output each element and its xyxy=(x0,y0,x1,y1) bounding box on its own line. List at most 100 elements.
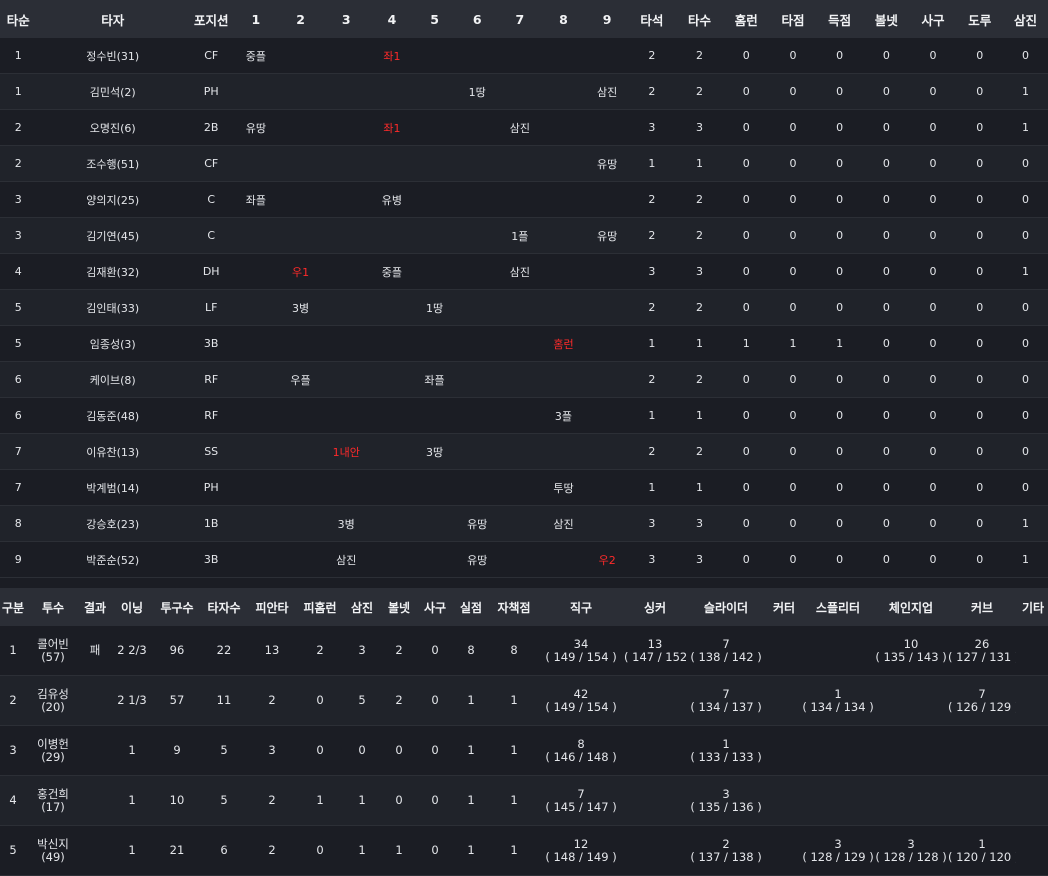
inning-result-cell xyxy=(454,217,500,254)
batter-stat-cell: 0 xyxy=(863,505,910,542)
inning-result-cell xyxy=(322,217,370,254)
batter-column-header: 타수 xyxy=(676,0,723,38)
batter-column-header: 4 xyxy=(369,0,415,38)
pitcher-decision xyxy=(80,825,110,876)
inning-result-cell xyxy=(322,289,370,326)
pitch-type-cell: 3( 135 / 136 ) xyxy=(686,775,766,826)
inning-result-cell xyxy=(322,181,370,218)
pitch-speed-range: ( 128 / 128 ) xyxy=(875,849,947,864)
batter-stat-cell: 0 xyxy=(769,73,817,110)
batter-column-header: 타석 xyxy=(627,0,677,38)
batter-stat-cell: 0 xyxy=(722,73,770,110)
inning-result-cell: 우플 xyxy=(278,361,323,398)
pitcher-stat-cell: 21 xyxy=(154,825,200,876)
pitcher-name: 박신지 xyxy=(37,836,69,851)
pitcher-column-header: 자책점 xyxy=(490,588,538,626)
pitch-speed-range: ( 133 / 133 ) xyxy=(690,749,762,764)
batter-stat-cell: 0 xyxy=(909,109,957,146)
batter-stat-cell: 0 xyxy=(863,469,910,506)
batter-column-header: 2 xyxy=(278,0,323,38)
batter-stat-cell: 0 xyxy=(956,361,1004,398)
pitch-type-cell: 1( 120 / 120 ) xyxy=(948,825,1016,876)
inning-result-cell: 삼진 xyxy=(499,253,541,290)
batter-stat-cell: 3 xyxy=(627,253,677,290)
batter-stat-cell: 3 xyxy=(676,541,723,578)
pitcher-stat-cell: 5 xyxy=(344,675,380,726)
batter-stat-cell: 1 xyxy=(1003,505,1048,542)
inning-result-cell xyxy=(233,469,279,506)
inning-result-cell: 중플 xyxy=(369,253,415,290)
pitcher-column-header: 사구 xyxy=(418,588,452,626)
batter-stat-cell: 0 xyxy=(769,145,817,182)
batting-order: 5 xyxy=(0,325,37,362)
pitcher-column-header: 체인지업 xyxy=(874,588,948,626)
batter-stat-cell: 0 xyxy=(956,217,1004,254)
pitcher-column-header: 기타 xyxy=(1016,588,1048,626)
batter-column-header: 도루 xyxy=(956,0,1004,38)
inning-result-cell xyxy=(414,181,455,218)
inning-result-cell xyxy=(369,325,415,362)
pitcher-stat-cell: 1 xyxy=(452,675,490,726)
batter-row: 9 박준순(52) 3B 삼진 유땅 우2 3 3 0 0 0 0 0 0 1 xyxy=(0,541,1048,578)
batter-stat-cell: 0 xyxy=(816,145,863,182)
inning-result-cell xyxy=(540,73,587,110)
pitcher-name-cell: 홍건희 (17) xyxy=(26,775,80,826)
pitch-count: 12 xyxy=(573,836,589,851)
pitch-speed-range: ( 134 / 134 ) xyxy=(802,699,874,714)
inning-result-cell xyxy=(233,253,279,290)
inning-result-cell: 삼진 xyxy=(322,541,370,578)
inning-result-cell xyxy=(540,253,587,290)
batter-stat-cell: 0 xyxy=(863,289,910,326)
batter-stat-cell: 0 xyxy=(1003,145,1048,182)
batter-stat-cell: 1 xyxy=(676,469,723,506)
batter-stat-cell: 0 xyxy=(909,253,957,290)
inning-result-cell xyxy=(369,145,415,182)
inning-result-cell xyxy=(233,433,279,470)
inning-result-cell: 유땅 xyxy=(454,505,500,542)
pitcher-name-cell: 김유성 (20) xyxy=(26,675,80,726)
batter-stat-cell: 0 xyxy=(909,325,957,362)
pitcher-stat-cell: 13 xyxy=(248,626,296,676)
inning-result-cell xyxy=(499,541,541,578)
pitcher-row: 1 콜어빈 (57) 패 2 2/3 96 22 13 2 3 2 0 8 8 34( 149 / 154 … xyxy=(0,626,1048,676)
pitch-count: 7 xyxy=(722,636,730,651)
batter-stat-cell: 0 xyxy=(1003,181,1048,218)
batter-stat-cell: 0 xyxy=(956,397,1004,434)
pitch-type-cell: 7( 134 / 137 ) xyxy=(686,675,766,726)
batter-row: 7 이유찬(13) SS 1내안 3땅 2 2 0 0 0 0 0 0 0 xyxy=(0,433,1048,470)
inning-result-cell xyxy=(322,73,370,110)
batter-name: 양의지(25) xyxy=(36,181,189,218)
batter-position: PH xyxy=(188,73,234,110)
inning-result-cell xyxy=(586,397,628,434)
batter-position: DH xyxy=(188,253,234,290)
batter-stat-cell: 2 xyxy=(676,217,723,254)
pitcher-column-header: 슬라이더 xyxy=(686,588,766,626)
inning-result-cell xyxy=(454,38,500,74)
pitch-type-cell: 3( 128 / 128 ) xyxy=(874,825,948,876)
pitcher-record-panel: 구분 투수 결과 이닝 투구수 타자수 피안타 피홈런 삼진 볼넷 사구 실점 자책점 직구 싱커 슬라이더 커… xyxy=(0,588,1048,876)
batter-row: 5 임종성(3) 3B 홈런 1 1 1 1 1 0 0 0 0 xyxy=(0,325,1048,362)
batter-column-header: 8 xyxy=(540,0,587,38)
pitcher-stat-cell: 96 xyxy=(154,626,200,676)
batter-row: 6 케이브(8) RF 우플 좌플 2 2 0 0 0 0 0 0 0 xyxy=(0,361,1048,398)
pitcher-column-header: 직구 xyxy=(538,588,624,626)
batter-stat-cell: 2 xyxy=(627,73,677,110)
inning-result-cell: 유땅 xyxy=(586,217,628,254)
batter-position: 2B xyxy=(188,109,234,146)
pitch-count: 1 xyxy=(722,736,730,751)
batter-stat-cell: 0 xyxy=(816,541,863,578)
inning-result-cell xyxy=(278,181,323,218)
pitcher-column-header: 실점 xyxy=(452,588,490,626)
inning-result-cell xyxy=(369,73,415,110)
pitcher-stat-cell: 1 xyxy=(344,775,380,826)
pitcher-stat-cell: 0 xyxy=(418,725,452,776)
pitch-speed-range: ( 135 / 143 ) xyxy=(875,649,947,664)
batter-stat-cell: 0 xyxy=(816,181,863,218)
pitcher-column-header: 싱커 xyxy=(624,588,686,626)
inning-result-cell xyxy=(322,145,370,182)
batter-stat-cell: 0 xyxy=(956,73,1004,110)
batter-stat-cell: 0 xyxy=(816,253,863,290)
batter-stat-cell: 0 xyxy=(863,361,910,398)
pitcher-stat-cell: 1 xyxy=(452,775,490,826)
batter-stat-cell: 0 xyxy=(909,289,957,326)
